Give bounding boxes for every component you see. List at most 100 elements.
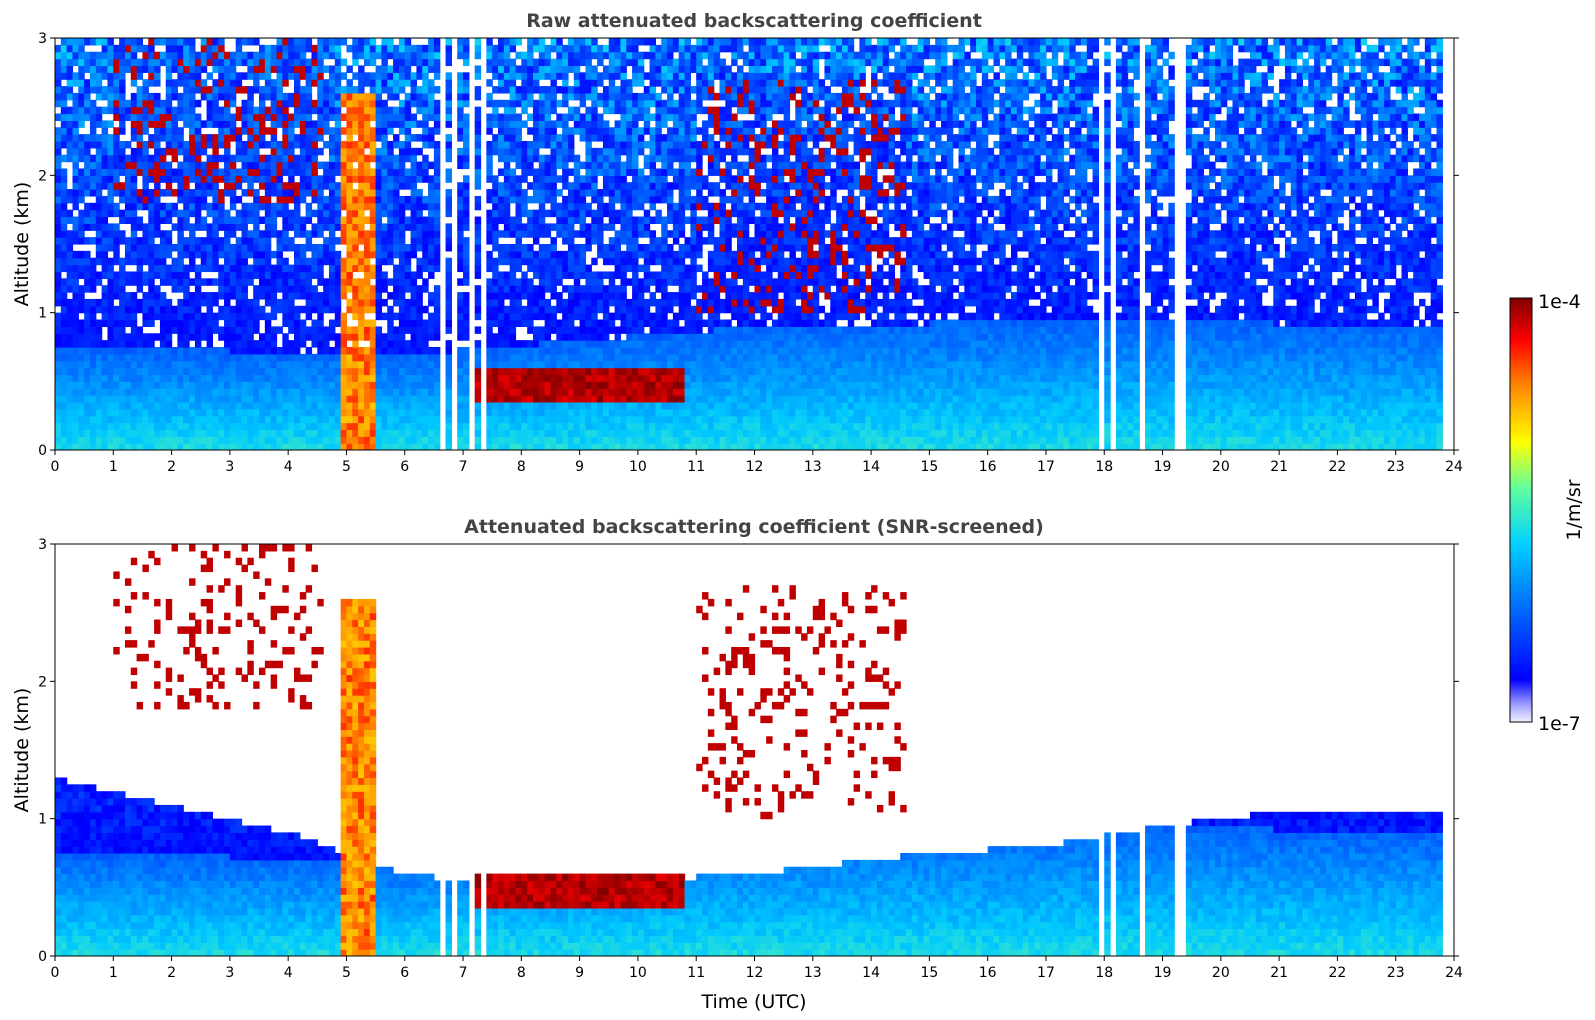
heat-cell — [253, 86, 260, 94]
heat-cell — [235, 154, 243, 163]
heat-cell — [492, 312, 499, 321]
heat-cell — [113, 443, 120, 450]
heat-cell — [113, 415, 120, 424]
heat-cell — [474, 195, 482, 204]
heat-cell — [101, 58, 109, 67]
heat-cell — [498, 340, 505, 348]
heat-cell — [183, 388, 190, 396]
heat-cell — [328, 305, 336, 314]
heat-cell — [259, 415, 266, 424]
heat-cell — [567, 106, 575, 115]
heat-cell — [398, 408, 406, 417]
heat-cell — [532, 223, 540, 231]
heat-cell — [229, 161, 237, 170]
heat-cell — [597, 38, 604, 39]
heat-cell — [299, 429, 307, 437]
heat-cell — [235, 223, 243, 231]
heat-cell — [579, 58, 587, 67]
heat-cell — [305, 175, 313, 183]
heat-cell — [194, 189, 202, 197]
heat-cell — [550, 72, 557, 80]
heat-cell — [119, 58, 126, 67]
heat-cell — [241, 285, 248, 293]
heat-cell — [200, 374, 208, 382]
heat-cell — [171, 86, 179, 94]
heat-cell — [463, 326, 470, 334]
heat-cell — [579, 38, 587, 46]
heat-cell — [95, 113, 103, 121]
heat-cell — [597, 333, 604, 341]
heat-cell — [229, 182, 237, 190]
heat-cell — [550, 154, 557, 163]
heat-cell — [282, 51, 289, 60]
heat-cell — [299, 408, 307, 417]
heat-cell — [474, 237, 482, 245]
heat-cell — [212, 319, 219, 327]
heat-cell — [422, 278, 429, 286]
heat-cell — [573, 333, 581, 341]
heat-cell — [503, 195, 511, 204]
heat-cell — [241, 216, 248, 224]
heat-cell — [562, 305, 569, 314]
heat-cell — [165, 395, 173, 403]
heat-cell — [305, 189, 313, 197]
heat-cell — [608, 141, 616, 149]
heat-cell — [544, 353, 552, 362]
heat-cell — [614, 367, 622, 376]
heat-cell — [171, 147, 179, 156]
heat-cell — [346, 106, 353, 115]
heat-cell — [509, 244, 517, 252]
heat-cell — [567, 230, 575, 238]
heat-cell — [66, 134, 74, 142]
heat-cell — [363, 38, 371, 39]
heat-cell — [410, 223, 418, 231]
heat-cell — [369, 429, 377, 437]
heat-cell — [224, 175, 231, 183]
heat-cell — [573, 230, 581, 238]
heat-cell — [229, 305, 237, 314]
heat-cell — [428, 360, 435, 369]
heat-cell — [509, 175, 517, 183]
heat-cell — [410, 340, 418, 348]
heat-cell — [148, 51, 155, 60]
heat-cell — [89, 264, 97, 273]
heat-cell — [492, 305, 499, 314]
heat-cell — [305, 278, 313, 286]
heat-cell — [393, 175, 400, 183]
heat-cell — [428, 141, 435, 149]
heat-cell — [538, 422, 546, 430]
heat-cell — [235, 244, 243, 252]
heat-cell — [358, 51, 365, 60]
heat-cell — [89, 86, 97, 94]
heat-cell — [95, 326, 103, 334]
heat-cell — [614, 333, 622, 341]
heat-cell — [521, 353, 528, 362]
heat-cell — [363, 106, 371, 115]
heat-cell — [422, 44, 429, 53]
heat-cell — [264, 353, 272, 362]
heat-cell — [433, 223, 441, 231]
heat-cell — [55, 381, 62, 389]
heat-cell — [89, 347, 97, 355]
heat-cell — [416, 374, 423, 382]
heat-cell — [369, 216, 377, 224]
heat-cell — [124, 237, 132, 245]
heat-cell — [72, 298, 79, 307]
heat-cell — [363, 195, 371, 204]
heat-cell — [527, 443, 534, 450]
heat-cell — [60, 44, 68, 53]
heat-cell — [346, 99, 353, 108]
heat-cell — [60, 134, 68, 142]
heat-cell — [66, 38, 74, 39]
heat-cell — [398, 264, 406, 273]
heat-cell — [200, 182, 208, 190]
heat-cell — [532, 395, 540, 403]
heat-cell — [177, 209, 184, 218]
heat-cell — [445, 223, 452, 231]
heat-cell — [544, 436, 552, 444]
heat-cell — [305, 113, 313, 121]
heat-cell — [363, 237, 371, 245]
heat-cell — [422, 175, 429, 183]
heat-cell — [194, 195, 202, 204]
heat-cell — [107, 182, 114, 190]
